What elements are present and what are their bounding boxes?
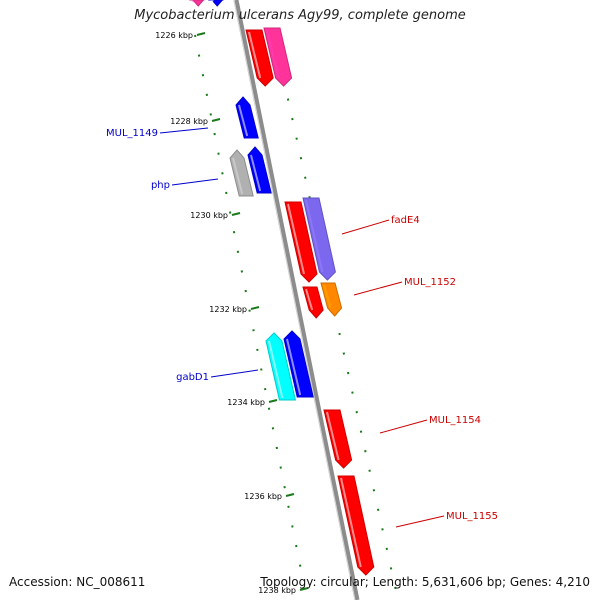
gene-leader-line	[341, 219, 390, 235]
gene-php	[247, 146, 272, 194]
gene-leader-line	[353, 281, 403, 296]
tick-mark	[250, 306, 260, 310]
gene-php-shade	[250, 154, 262, 192]
tick-mark	[211, 118, 221, 122]
feature-blue-2	[283, 330, 314, 398]
feature-blue-1-shade	[238, 104, 249, 137]
gene-label: fadE4	[391, 215, 420, 226]
tick-label: 1226 kbp	[155, 31, 193, 40]
gene-leader-line	[395, 515, 445, 528]
gene-leader-line	[171, 178, 219, 186]
gene-leader-line	[379, 419, 428, 434]
gene-leader-line	[210, 369, 259, 378]
gene-label: MUL_1149	[106, 128, 158, 139]
backbone-highlight	[233, 0, 356, 600]
gene-MUL_1154-shade	[326, 411, 340, 461]
gene-MUL_1152-shade	[305, 288, 314, 311]
gene-label: MUL_1152	[404, 277, 456, 288]
feature-top-blue	[208, 0, 224, 7]
backbone-line	[233, 0, 360, 600]
gene-fadE4-shade	[287, 203, 305, 275]
feature-gray-1-shade	[232, 157, 244, 195]
feature-blue-2-shade	[286, 338, 302, 396]
tick-label: 1232 kbp	[209, 305, 247, 314]
feature-top-pink	[189, 0, 205, 7]
gene-label: MUL_1155	[446, 511, 498, 522]
topology-text: Topology: circular; Length: 5,631,606 bp…	[260, 575, 590, 589]
map-title: Mycobacterium ulcerans Agy99, complete g…	[134, 8, 466, 23]
feature-top-pink-shade	[192, 0, 195, 3]
feature-orange-1-shade	[323, 284, 332, 309]
gene-label: MUL_1154	[429, 415, 481, 426]
feature-pink-1-shade	[266, 29, 280, 79]
ruler-track-outer	[274, 39, 399, 600]
feature-red-1-shade	[248, 31, 262, 79]
tick-label: 1230 kbp	[190, 211, 228, 220]
feature-top-blue-shade	[211, 0, 214, 3]
tick-mark	[196, 32, 206, 36]
tick-label: 1238 kbp	[258, 586, 296, 595]
tick-label: 1236 kbp	[244, 492, 282, 501]
gene-label: gabD1	[176, 372, 209, 383]
tick-mark	[231, 212, 241, 216]
feature-gray-1	[229, 149, 254, 197]
tick-mark	[268, 399, 278, 403]
gene-leader-line	[159, 127, 209, 134]
gene-gabD1-shade	[268, 340, 284, 399]
tick-label: 1234 kbp	[227, 398, 265, 407]
feature-blue-1	[235, 96, 259, 139]
gene-gabD1	[265, 332, 297, 401]
feature-slateblue-1-shade	[305, 199, 324, 273]
tick-mark	[285, 493, 295, 497]
tick-label: 1228 kbp	[170, 117, 208, 126]
tick-mark	[299, 587, 309, 591]
gene-MUL_1155-shade	[340, 477, 362, 568]
accession-text: Accession: NC_008611	[9, 575, 146, 589]
gene-label: php	[151, 180, 170, 191]
